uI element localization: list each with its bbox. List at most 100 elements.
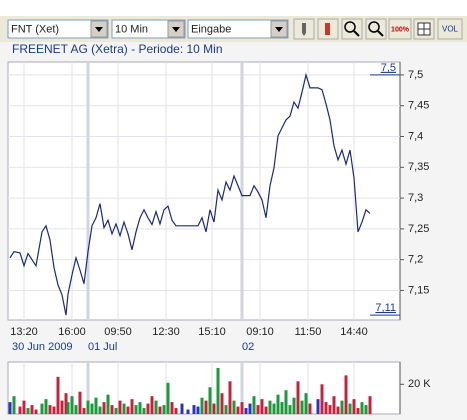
volume-bar (106, 394, 110, 414)
x-tick-label: 16:00 (58, 326, 86, 338)
volume-bar (356, 408, 360, 414)
volume-bar (332, 396, 336, 414)
y-tick-label: 7,45 (408, 100, 429, 112)
volume-bar (240, 402, 244, 414)
volume-bar (8, 402, 12, 414)
volume-bar (352, 399, 356, 414)
volume-bar (292, 397, 296, 414)
zoom-reset-button[interactable]: 100% (388, 18, 412, 40)
volume-bar (300, 400, 304, 414)
y-tick-label: 7,3 (408, 192, 423, 204)
volume-bar (280, 402, 284, 414)
x-tick-label: 14:40 (340, 326, 368, 338)
chart-title: FREENET AG (Xetra) - Periode: 10 Min (12, 42, 223, 56)
y-tick-label: 7,5 (408, 69, 423, 81)
volume-bar (60, 400, 64, 414)
x-tick-label: 13:20 (10, 326, 38, 338)
volume-bar (304, 393, 308, 414)
volume-bar (102, 402, 106, 414)
zoom-out-button[interactable] (365, 18, 387, 40)
volume-bar (22, 400, 26, 414)
volume-bar (196, 406, 200, 414)
volume-bar (40, 403, 44, 414)
volume-bar (256, 405, 260, 414)
volume-bar (344, 375, 348, 414)
volume-bar (348, 403, 352, 414)
volume-bar (118, 400, 122, 414)
volume-bar (320, 384, 324, 414)
volume-bar (52, 406, 56, 414)
volume-bar (170, 402, 174, 414)
zoom-in-button[interactable] (341, 18, 363, 40)
volume-bar (236, 406, 240, 414)
volume-bar (26, 408, 30, 414)
dropdown[interactable]: FNT (Xet) (7, 19, 109, 39)
volume-bar (316, 399, 320, 414)
volume-bar (284, 390, 288, 414)
max-label: 7,5 (381, 62, 396, 74)
x-tick-label: 15:10 (198, 326, 226, 338)
y-tick-label: 20 K (408, 378, 431, 390)
pen-button[interactable] (293, 18, 315, 40)
volume-bar (288, 405, 292, 414)
x-tick-label: 09:10 (246, 326, 274, 338)
volume-bar (78, 391, 82, 414)
volume-bar (364, 405, 368, 414)
volume-bar (86, 400, 90, 414)
volume-bar (232, 400, 236, 414)
y-tick-label: 7,35 (408, 161, 429, 173)
volume-bar (126, 406, 130, 414)
x-tick-label: 12:30 (152, 326, 180, 338)
min-label: 7,11 (375, 302, 396, 314)
volume-bar (130, 399, 134, 414)
volume-bar (192, 405, 196, 414)
vol-label: VOL (442, 25, 459, 34)
volume-bar (146, 403, 150, 414)
dropdown-text: FNT (Xet) (11, 23, 59, 35)
top-strip (0, 0, 467, 16)
volume-bar (122, 403, 126, 414)
dropdown[interactable]: 10 Min (111, 19, 186, 39)
x-tick-label: 11:50 (295, 326, 322, 338)
dropdown[interactable]: Eingabe (187, 19, 289, 39)
volume-bar (224, 405, 228, 414)
volume-button[interactable]: VOL (437, 18, 463, 40)
volume-bar (228, 381, 232, 414)
volume-bar (212, 403, 216, 414)
date-label: 01 Jul (88, 341, 117, 353)
volume-bar (244, 408, 248, 414)
eraser-button[interactable] (317, 18, 339, 40)
volume-bar (186, 409, 190, 414)
volume-bar (166, 382, 170, 414)
volume-bar (94, 397, 98, 414)
y-tick-label: 7,25 (408, 223, 429, 235)
volume-bar (48, 405, 52, 414)
volume-bar (220, 393, 224, 414)
date-label: 02 (242, 341, 254, 353)
volume-bar (296, 381, 300, 414)
volume-bar (264, 406, 268, 414)
y-tick-label: 7,2 (408, 254, 423, 266)
volume-bar (260, 399, 264, 414)
volume-bar (142, 408, 146, 414)
volume-bar (272, 403, 276, 414)
volume-bar (328, 405, 332, 414)
volume-bar (180, 403, 184, 414)
volume-bar (18, 406, 22, 414)
y-tick-label: 7,4 (408, 130, 423, 142)
date-label: 30 Jun 2009 (12, 341, 73, 353)
volume-bar (268, 400, 272, 414)
volume-bar (34, 409, 38, 414)
grid-button[interactable] (413, 18, 435, 40)
volume-bar (98, 406, 102, 414)
volume-bar (56, 376, 60, 414)
volume-bar (70, 396, 74, 414)
x-tick-label: 09:50 (104, 326, 132, 338)
volume-bar (276, 394, 280, 414)
dropdown-text: 10 Min (115, 23, 148, 35)
dropdown-text: Eingabe (191, 23, 231, 35)
volume-bar (162, 405, 166, 414)
volume-bar (216, 367, 220, 414)
